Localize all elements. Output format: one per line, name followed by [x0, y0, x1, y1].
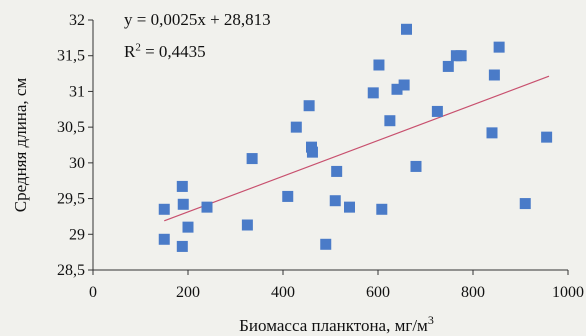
- data-point: [410, 160, 422, 172]
- y-tick-label: 29: [69, 226, 85, 243]
- data-point: [241, 219, 253, 231]
- data-point: [398, 79, 410, 91]
- data-point: [182, 221, 194, 233]
- y-tick-label: 29,5: [57, 191, 85, 208]
- x-tick-label: 600: [366, 284, 390, 301]
- data-point: [541, 131, 553, 143]
- data-point: [306, 146, 318, 158]
- y-tick-label: 30: [69, 155, 85, 172]
- data-point: [176, 180, 188, 192]
- data-point: [177, 198, 189, 210]
- data-point: [442, 60, 454, 72]
- x-tick-label: 800: [461, 284, 485, 301]
- data-point: [401, 23, 412, 35]
- data-point: [201, 201, 213, 213]
- r2-label: R: [124, 42, 136, 61]
- data-point: [519, 198, 531, 210]
- data-point: [455, 50, 467, 62]
- data-point: [488, 69, 500, 81]
- data-point: [331, 165, 343, 177]
- data-point: [282, 190, 294, 202]
- x-tick-label: 400: [271, 284, 295, 301]
- x-tick-label: 0: [89, 284, 97, 301]
- y-axis-label: Средняя длина, см: [11, 78, 30, 213]
- data-point: [158, 203, 170, 215]
- data-point: [376, 203, 388, 215]
- data-point: [290, 121, 302, 133]
- x-tick-label: 1000: [552, 284, 584, 301]
- data-point: [158, 233, 170, 245]
- data-point: [246, 153, 258, 165]
- trendline: [164, 75, 550, 222]
- r-squared-annotation: R2 = 0,4435: [124, 42, 206, 62]
- data-point: [493, 41, 505, 53]
- data-point: [303, 100, 315, 112]
- x-axis-label: Биомасса планктона, мг/м3: [239, 313, 434, 335]
- data-point: [320, 238, 332, 250]
- x-axis-label-superscript: 3: [428, 313, 434, 327]
- data-point: [373, 59, 385, 71]
- data-point: [486, 127, 498, 139]
- data-point: [367, 87, 379, 99]
- x-tick-label: 200: [176, 284, 200, 301]
- y-tick-label: 31: [69, 83, 85, 100]
- y-tick-label: 28,5: [57, 262, 85, 279]
- r2-superscript: 2: [135, 41, 141, 54]
- data-point: [431, 105, 443, 117]
- data-point: [384, 115, 396, 127]
- y-tick-label: 32: [69, 12, 85, 29]
- y-tick-label: 30,5: [57, 119, 85, 136]
- r2-value: = 0,4435: [140, 42, 206, 61]
- regression-equation: y = 0,0025x + 28,813: [124, 10, 271, 29]
- data-point: [391, 83, 403, 95]
- y-tick-label: 31,5: [57, 48, 85, 65]
- data-point: [176, 240, 188, 252]
- data-point: [344, 201, 355, 213]
- data-point: [329, 195, 341, 207]
